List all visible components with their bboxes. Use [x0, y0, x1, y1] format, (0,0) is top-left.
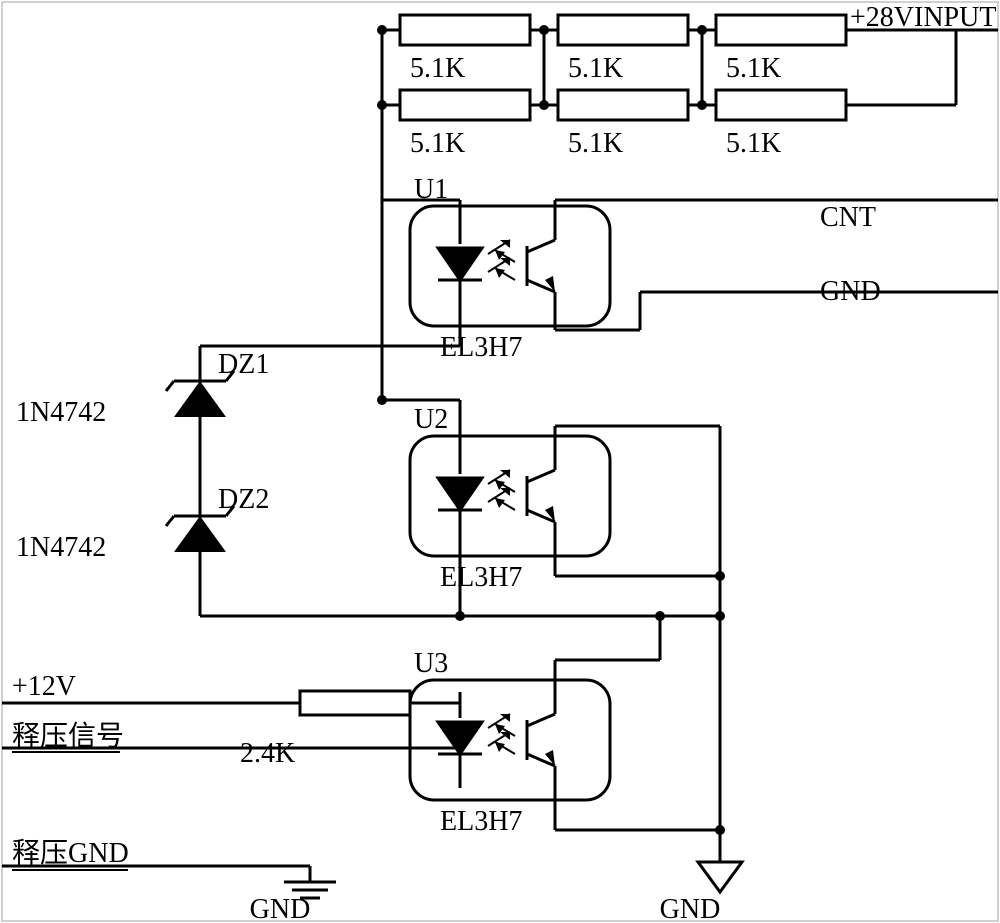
svg-text:1N4742: 1N4742: [16, 397, 106, 428]
svg-text:2.4K: 2.4K: [240, 738, 295, 769]
svg-text:5.1K: 5.1K: [568, 53, 623, 84]
svg-text:U3: U3: [414, 648, 448, 679]
svg-text:EL3H7: EL3H7: [440, 806, 522, 837]
svg-text:1N4742: 1N4742: [16, 532, 106, 563]
svg-text:U2: U2: [414, 404, 448, 435]
svg-text:+28VINPUT: +28VINPUT: [850, 2, 996, 33]
svg-text:5.1K: 5.1K: [726, 128, 781, 159]
svg-text:5.1K: 5.1K: [410, 53, 465, 84]
svg-text:5.1K: 5.1K: [726, 53, 781, 84]
svg-text:DZ1: DZ1: [218, 349, 269, 380]
svg-text:5.1K: 5.1K: [410, 128, 465, 159]
svg-text:GND: GND: [660, 894, 721, 923]
svg-text:GND: GND: [250, 894, 311, 923]
svg-text:释压信号: 释压信号: [12, 720, 124, 752]
svg-text:5.1K: 5.1K: [568, 128, 623, 159]
svg-text:GND: GND: [820, 276, 881, 307]
svg-text:释压GND: 释压GND: [12, 837, 129, 869]
svg-text:EL3H7: EL3H7: [440, 562, 522, 593]
svg-text:CNT: CNT: [820, 202, 876, 233]
svg-text:+12V: +12V: [12, 671, 76, 702]
svg-text:DZ2: DZ2: [218, 484, 269, 515]
